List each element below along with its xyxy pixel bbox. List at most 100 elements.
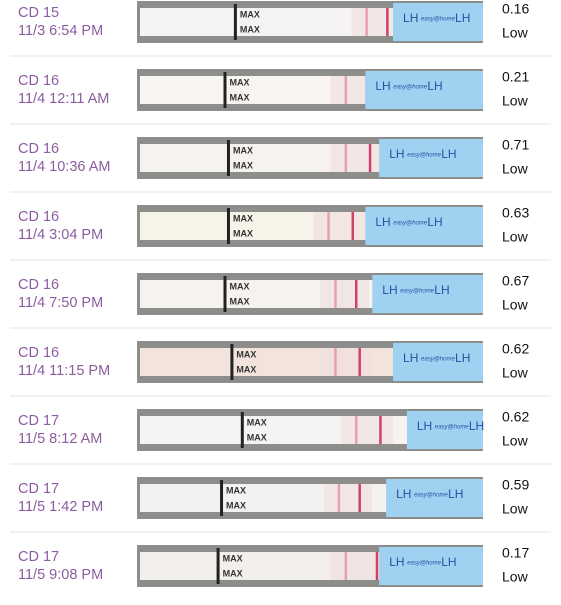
result-window — [351, 8, 400, 36]
control-line — [358, 484, 361, 512]
test-row[interactable]: CD 17 11/5 9:08 PM 0.17 Low MAX MAX LH easy@hom… — [18, 545, 529, 587]
wrapper — [372, 275, 483, 313]
test-line — [334, 280, 337, 308]
strip-bar — [230, 344, 234, 380]
strip-photo: MAX MAX LH easy@home LH — [137, 545, 483, 587]
strip-photo: MAX MAX LH easy@home LH — [137, 273, 483, 315]
wrapper — [379, 547, 483, 585]
strip-bar — [226, 208, 230, 244]
strip-bar — [220, 480, 224, 516]
result-window — [320, 280, 369, 308]
test-value: 0.71 — [502, 137, 529, 153]
max-label: MAX — [233, 160, 253, 170]
test-level: Low — [502, 501, 529, 517]
strip-bar — [240, 412, 244, 448]
max-label: MAX — [240, 24, 260, 34]
control-line — [351, 212, 355, 240]
test-value: 0.21 — [502, 69, 529, 85]
strip-bar — [223, 276, 227, 312]
max-label: MAX — [236, 364, 256, 374]
test-value: 0.63 — [502, 205, 529, 221]
cycle-day: CD 17 — [18, 481, 59, 497]
test-line — [344, 144, 348, 172]
strip-bar — [223, 72, 227, 108]
wrapper-test: LH — [382, 283, 397, 297]
max-label: MAX — [230, 296, 250, 306]
wrapper-test: LH — [441, 555, 456, 569]
max-label: MAX — [226, 485, 246, 495]
wrapper-brand: easy@home — [435, 425, 469, 431]
max-label: MAX — [247, 432, 267, 442]
max-label: MAX — [223, 553, 243, 563]
cycle-day: CD 16 — [18, 209, 59, 225]
test-level: Low — [502, 25, 529, 41]
wrapper-test: LH — [375, 215, 390, 229]
wrapper — [393, 343, 483, 381]
test-value: 0.62 — [502, 409, 529, 425]
test-time: 11/5 1:42 PM — [18, 499, 103, 515]
test-value: 0.17 — [502, 545, 529, 561]
cycle-day: CD 16 — [18, 73, 59, 89]
test-row[interactable]: CD 16 11/4 3:04 PM 0.63 Low MAX MAX LH easy@hom… — [18, 205, 529, 247]
wrapper-brand: easy@home — [414, 493, 448, 499]
wrapper-test: LH — [375, 79, 390, 93]
cycle-day: CD 15 — [18, 5, 59, 21]
test-row[interactable]: CD 17 11/5 1:42 PM 0.59 Low MAX MAX LH easy@hom… — [18, 477, 529, 519]
wrapper — [393, 3, 483, 41]
test-row[interactable]: CD 16 11/4 10:36 AM 0.71 Low MAX MAX LH easy@ho… — [18, 137, 529, 179]
wrapper-brand: easy@home — [421, 357, 455, 363]
control-line — [358, 348, 361, 376]
test-line — [365, 8, 368, 36]
test-value: 0.16 — [502, 1, 529, 17]
max-label: MAX — [226, 500, 246, 510]
wrapper-test: LH — [389, 147, 404, 161]
strip-bar — [226, 140, 230, 176]
result-window — [323, 484, 373, 512]
wrapper-test: LH — [455, 11, 470, 25]
wrapper-brand: easy@home — [407, 561, 441, 567]
test-line — [344, 76, 348, 104]
max-label: MAX — [236, 349, 256, 359]
strip-bar — [233, 4, 237, 40]
strip-photo: MAX MAX LH easy@home LH — [137, 341, 483, 383]
wrapper — [406, 411, 483, 449]
wrapper-test: LH — [455, 351, 470, 365]
test-value: 0.67 — [502, 273, 529, 289]
strip-photo: MAX MAX LH easy@home LH — [137, 409, 484, 451]
wrapper-test: LH — [427, 79, 442, 93]
test-time: 11/5 9:08 PM — [18, 567, 103, 583]
cycle-day: CD 17 — [18, 549, 59, 565]
result-window — [341, 416, 394, 444]
wrapper-test: LH — [469, 419, 484, 433]
wrapper-test: LH — [417, 419, 432, 433]
test-level: Low — [502, 569, 529, 585]
result-window — [330, 144, 383, 172]
test-time: 11/3 6:54 PM — [18, 23, 103, 39]
test-line — [337, 484, 341, 512]
test-row[interactable]: CD 15 11/3 6:54 PM 0.16 Low MAX MAX LH easy@hom… — [18, 1, 529, 43]
test-row[interactable]: CD 16 11/4 7:50 PM 0.67 Low MAX MAX LH easy@hom… — [18, 273, 529, 315]
test-line — [354, 416, 358, 444]
test-row[interactable]: CD 16 11/4 11:15 PM 0.62 Low MAX MAX LH easy@ho… — [18, 341, 529, 383]
test-line — [334, 348, 337, 376]
cycle-day: CD 16 — [18, 277, 59, 293]
wrapper-test: LH — [396, 487, 411, 501]
control-line — [354, 280, 358, 308]
test-value: 0.59 — [502, 477, 529, 493]
wrapper — [365, 207, 483, 245]
wrapper-test: LH — [441, 147, 456, 161]
test-row[interactable]: CD 17 11/5 8:12 AM 0.62 Low MAX MAX LH easy@hom… — [18, 409, 529, 451]
strip-photo: MAX MAX LH easy@home LH — [137, 69, 483, 111]
test-level: Low — [502, 433, 529, 449]
test-level: Low — [502, 161, 529, 177]
test-row[interactable]: CD 16 11/4 12:11 AM 0.21 Low MAX MAX LH easy@ho… — [18, 69, 529, 111]
test-line — [344, 552, 348, 580]
strip-bar — [216, 548, 220, 584]
strip-photo: MAX MAX LH easy@home LH — [137, 1, 483, 43]
wrapper-test: LH — [434, 283, 449, 297]
max-label: MAX — [230, 281, 250, 291]
result-window — [313, 212, 366, 240]
wrapper — [386, 479, 483, 517]
cycle-day: CD 17 — [18, 413, 59, 429]
